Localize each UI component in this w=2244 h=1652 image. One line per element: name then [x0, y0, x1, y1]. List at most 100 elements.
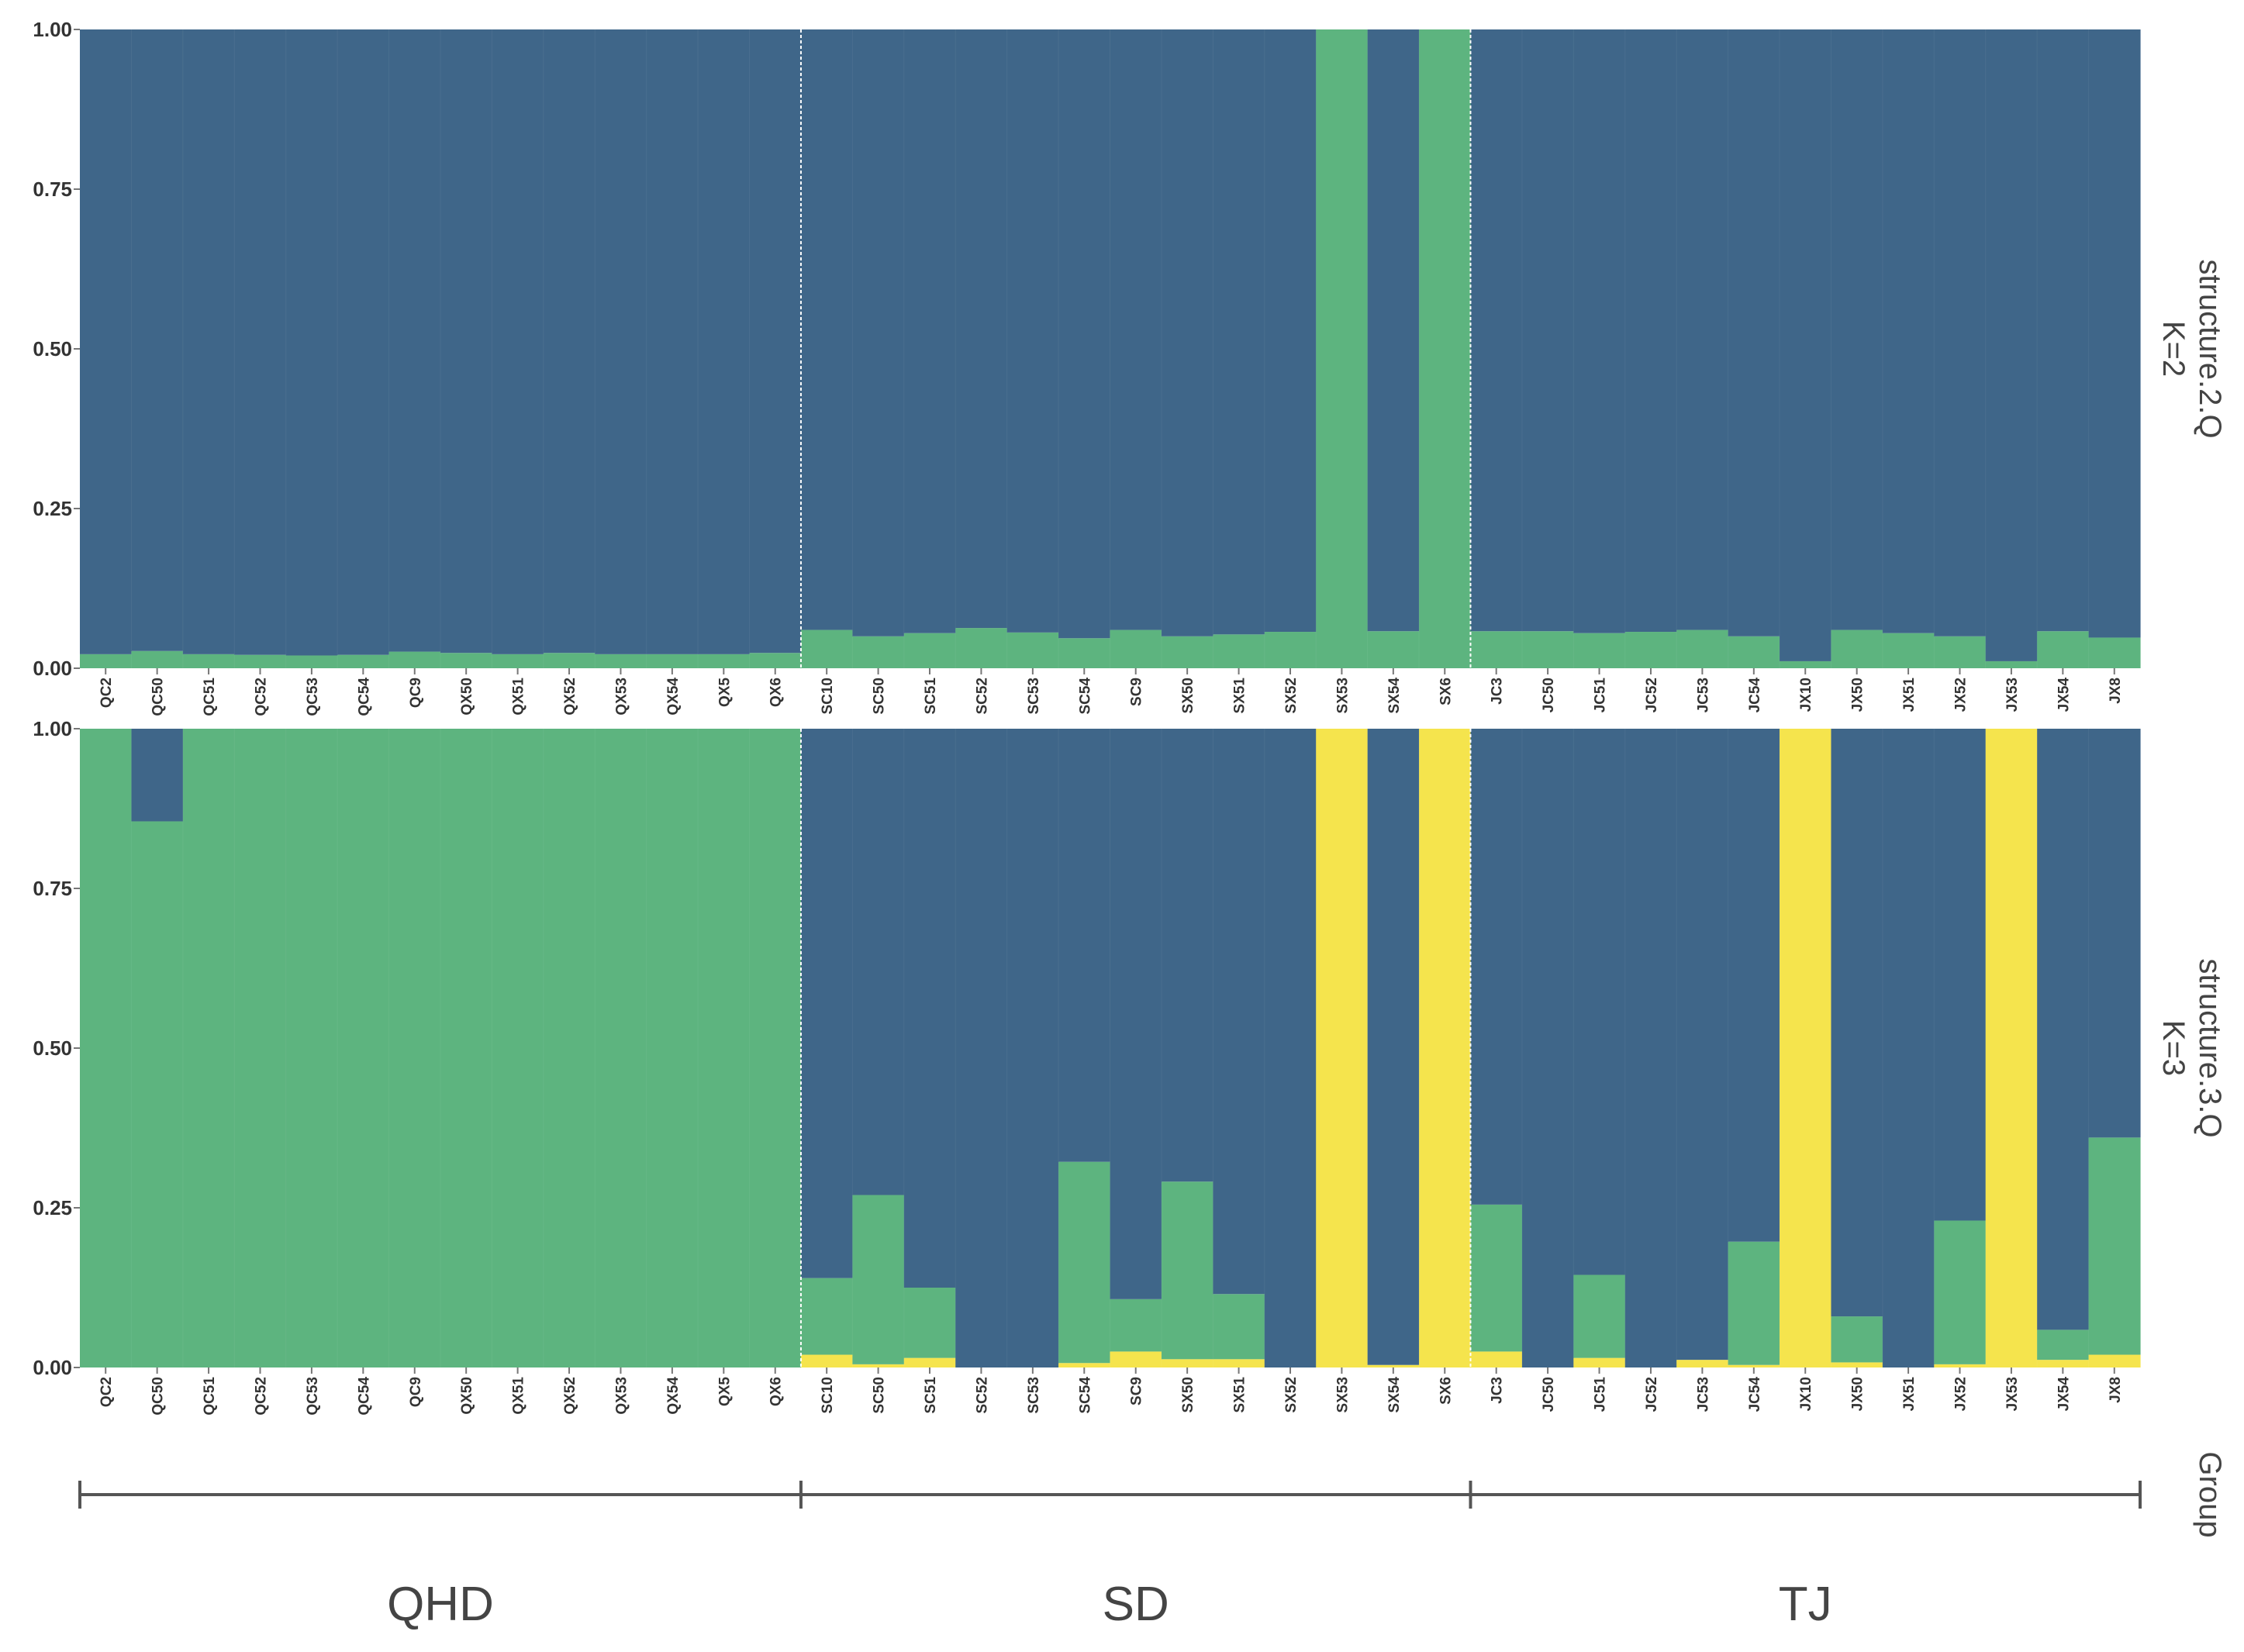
bar-qc50-cluster-2-k2	[131, 29, 184, 651]
bar-jx8-cluster-3-k3	[2088, 1354, 2141, 1367]
x-tick-label-qc52: QC52	[254, 1377, 270, 1416]
bar-qc52-cluster-1-k2	[234, 654, 287, 668]
bar-qx5-cluster-1-k2	[698, 654, 751, 668]
x-tick-label-qc9: QC9	[408, 678, 424, 708]
bar-sc53-cluster-2-k3	[1006, 729, 1059, 1367]
x-tick-label-qc9: QC9	[408, 1377, 424, 1407]
bar-sx6-cluster-1-k2	[1419, 29, 1472, 668]
bar-jx8-cluster-1-k3	[2088, 1137, 2141, 1355]
bar-qx51-cluster-1-k3	[492, 729, 544, 1367]
bar-sc10-cluster-2-k3	[800, 729, 853, 1278]
x-tick-label-qx54: QX54	[665, 678, 682, 716]
x-tick-label-jx10: JX10	[1798, 678, 1814, 712]
bar-qc52-cluster-1-k3	[234, 729, 287, 1367]
bar-sc9-cluster-2-k2	[1110, 29, 1162, 630]
y-tick-label: 1.00	[33, 18, 72, 41]
bar-qx54-cluster-1-k3	[646, 729, 699, 1367]
bar-sc10-cluster-1-k2	[800, 629, 853, 668]
x-tick-label-sc53: SC53	[1026, 1377, 1042, 1414]
bar-jx51-cluster-2-k3	[1882, 729, 1935, 1367]
bar-jc52-cluster-2-k2	[1624, 29, 1677, 633]
bar-sx51-cluster-1-k3	[1213, 1294, 1265, 1360]
x-tick-label-jx50: JX50	[1850, 1377, 1866, 1411]
x-tick-label-jx8: JX8	[2108, 678, 2124, 704]
x-tick-label-sx50: SX50	[1180, 678, 1196, 713]
bar-jx10-cluster-3-k3	[1780, 729, 1832, 1367]
bar-jx54-cluster-3-k3	[2037, 1360, 2090, 1367]
bar-sc50-cluster-2-k2	[852, 29, 905, 636]
y-tick-label: 0.50	[33, 337, 72, 360]
bar-jc53-cluster-1-k2	[1676, 629, 1729, 668]
x-tick-label-jc51: JC51	[1593, 678, 1609, 713]
panel-label: structure.2.Q	[2193, 259, 2227, 438]
group-label-qhd: QHD	[387, 1578, 494, 1631]
bar-jx50-cluster-1-k2	[1831, 629, 1883, 668]
x-tick-label-qc51: QC51	[202, 678, 218, 716]
bar-jx8-cluster-2-k2	[2088, 29, 2141, 638]
bar-sx52-cluster-1-k2	[1264, 632, 1317, 668]
y-tick-label: 0.00	[33, 657, 72, 680]
y-tick-label: 0.00	[33, 1356, 72, 1379]
y-tick-label: 0.25	[33, 1196, 72, 1219]
bar-jc3-cluster-1-k2	[1470, 631, 1523, 668]
bar-jx50-cluster-3-k3	[1831, 1362, 1883, 1367]
bar-qc51-cluster-1-k3	[182, 729, 235, 1367]
bar-jx53-cluster-2-k2	[1985, 29, 2038, 661]
x-tick-label-sc52: SC52	[974, 1377, 990, 1414]
bar-sx54-cluster-3-k3	[1367, 1364, 1420, 1367]
bar-sc54-cluster-2-k3	[1058, 729, 1111, 1162]
bar-sc50-cluster-3-k3	[852, 1364, 905, 1367]
group-axis-title: Group	[2193, 1451, 2227, 1537]
bar-jx8-cluster-1-k2	[2088, 637, 2141, 668]
bar-sx54-cluster-2-k3	[1367, 729, 1420, 1365]
x-tick-label-sc51: SC51	[923, 678, 939, 715]
bar-qc51-cluster-2-k2	[182, 29, 235, 654]
bar-qx54-cluster-2-k2	[646, 29, 699, 654]
bar-qx5-cluster-2-k2	[698, 29, 751, 654]
x-tick-label-sx6: SX6	[1438, 1377, 1454, 1405]
x-tick-label-jc54: JC54	[1747, 1377, 1763, 1412]
bar-sx6-cluster-3-k3	[1419, 729, 1472, 1367]
panel-label: structure.3.Q	[2193, 958, 2227, 1137]
bar-sc52-cluster-2-k2	[955, 29, 1008, 629]
bar-qc54-cluster-2-k2	[337, 29, 390, 655]
bar-sc54-cluster-3-k3	[1058, 1363, 1111, 1367]
bar-qx52-cluster-1-k2	[543, 653, 596, 668]
x-tick-label-jc50: JC50	[1541, 678, 1557, 712]
bar-sx50-cluster-1-k2	[1161, 636, 1213, 668]
bar-qx52-cluster-1-k3	[543, 729, 596, 1367]
x-tick-label-qx53: QX53	[614, 678, 630, 716]
bar-jx50-cluster-1-k3	[1831, 1316, 1883, 1363]
bar-jc3-cluster-2-k3	[1470, 729, 1523, 1205]
bar-sx51-cluster-2-k2	[1213, 29, 1265, 635]
bar-jc51-cluster-1-k3	[1573, 1274, 1626, 1358]
bar-jc54-cluster-2-k3	[1728, 729, 1780, 1242]
x-tick-label-sc10: SC10	[820, 1377, 836, 1414]
bar-jx53-cluster-3-k3	[1985, 729, 2038, 1367]
bar-sx54-cluster-2-k2	[1367, 29, 1420, 632]
bar-jc52-cluster-1-k2	[1624, 632, 1677, 668]
bar-qc54-cluster-1-k3	[337, 729, 390, 1367]
group-label-sd: SD	[1103, 1578, 1169, 1631]
bar-qc2-cluster-2-k2	[80, 29, 133, 654]
bar-sc52-cluster-1-k2	[955, 628, 1008, 668]
bar-qc2-cluster-1-k3	[80, 729, 133, 1367]
x-tick-label-sx54: SX54	[1386, 1377, 1403, 1413]
bar-sc54-cluster-1-k2	[1058, 638, 1111, 668]
bar-jx52-cluster-1-k3	[1934, 1220, 1987, 1364]
bar-qc51-cluster-1-k2	[182, 654, 235, 668]
x-tick-label-sc9: SC9	[1129, 678, 1145, 706]
x-tick-label-qx52: QX52	[562, 678, 578, 716]
bar-sc9-cluster-3-k3	[1110, 1351, 1162, 1367]
bar-jx53-cluster-1-k2	[1985, 660, 2038, 668]
x-tick-label-qc53: QC53	[305, 1377, 321, 1416]
bar-jx52-cluster-2-k3	[1934, 729, 1987, 1221]
x-tick-label-qx51: QX51	[511, 678, 527, 716]
x-tick-label-sx51: SX51	[1232, 1377, 1248, 1413]
bar-qc53-cluster-2-k2	[285, 29, 338, 656]
bar-sc9-cluster-1-k2	[1110, 629, 1162, 668]
bar-jx54-cluster-1-k3	[2037, 1330, 2090, 1361]
group-label-tj: TJ	[1779, 1578, 1832, 1631]
